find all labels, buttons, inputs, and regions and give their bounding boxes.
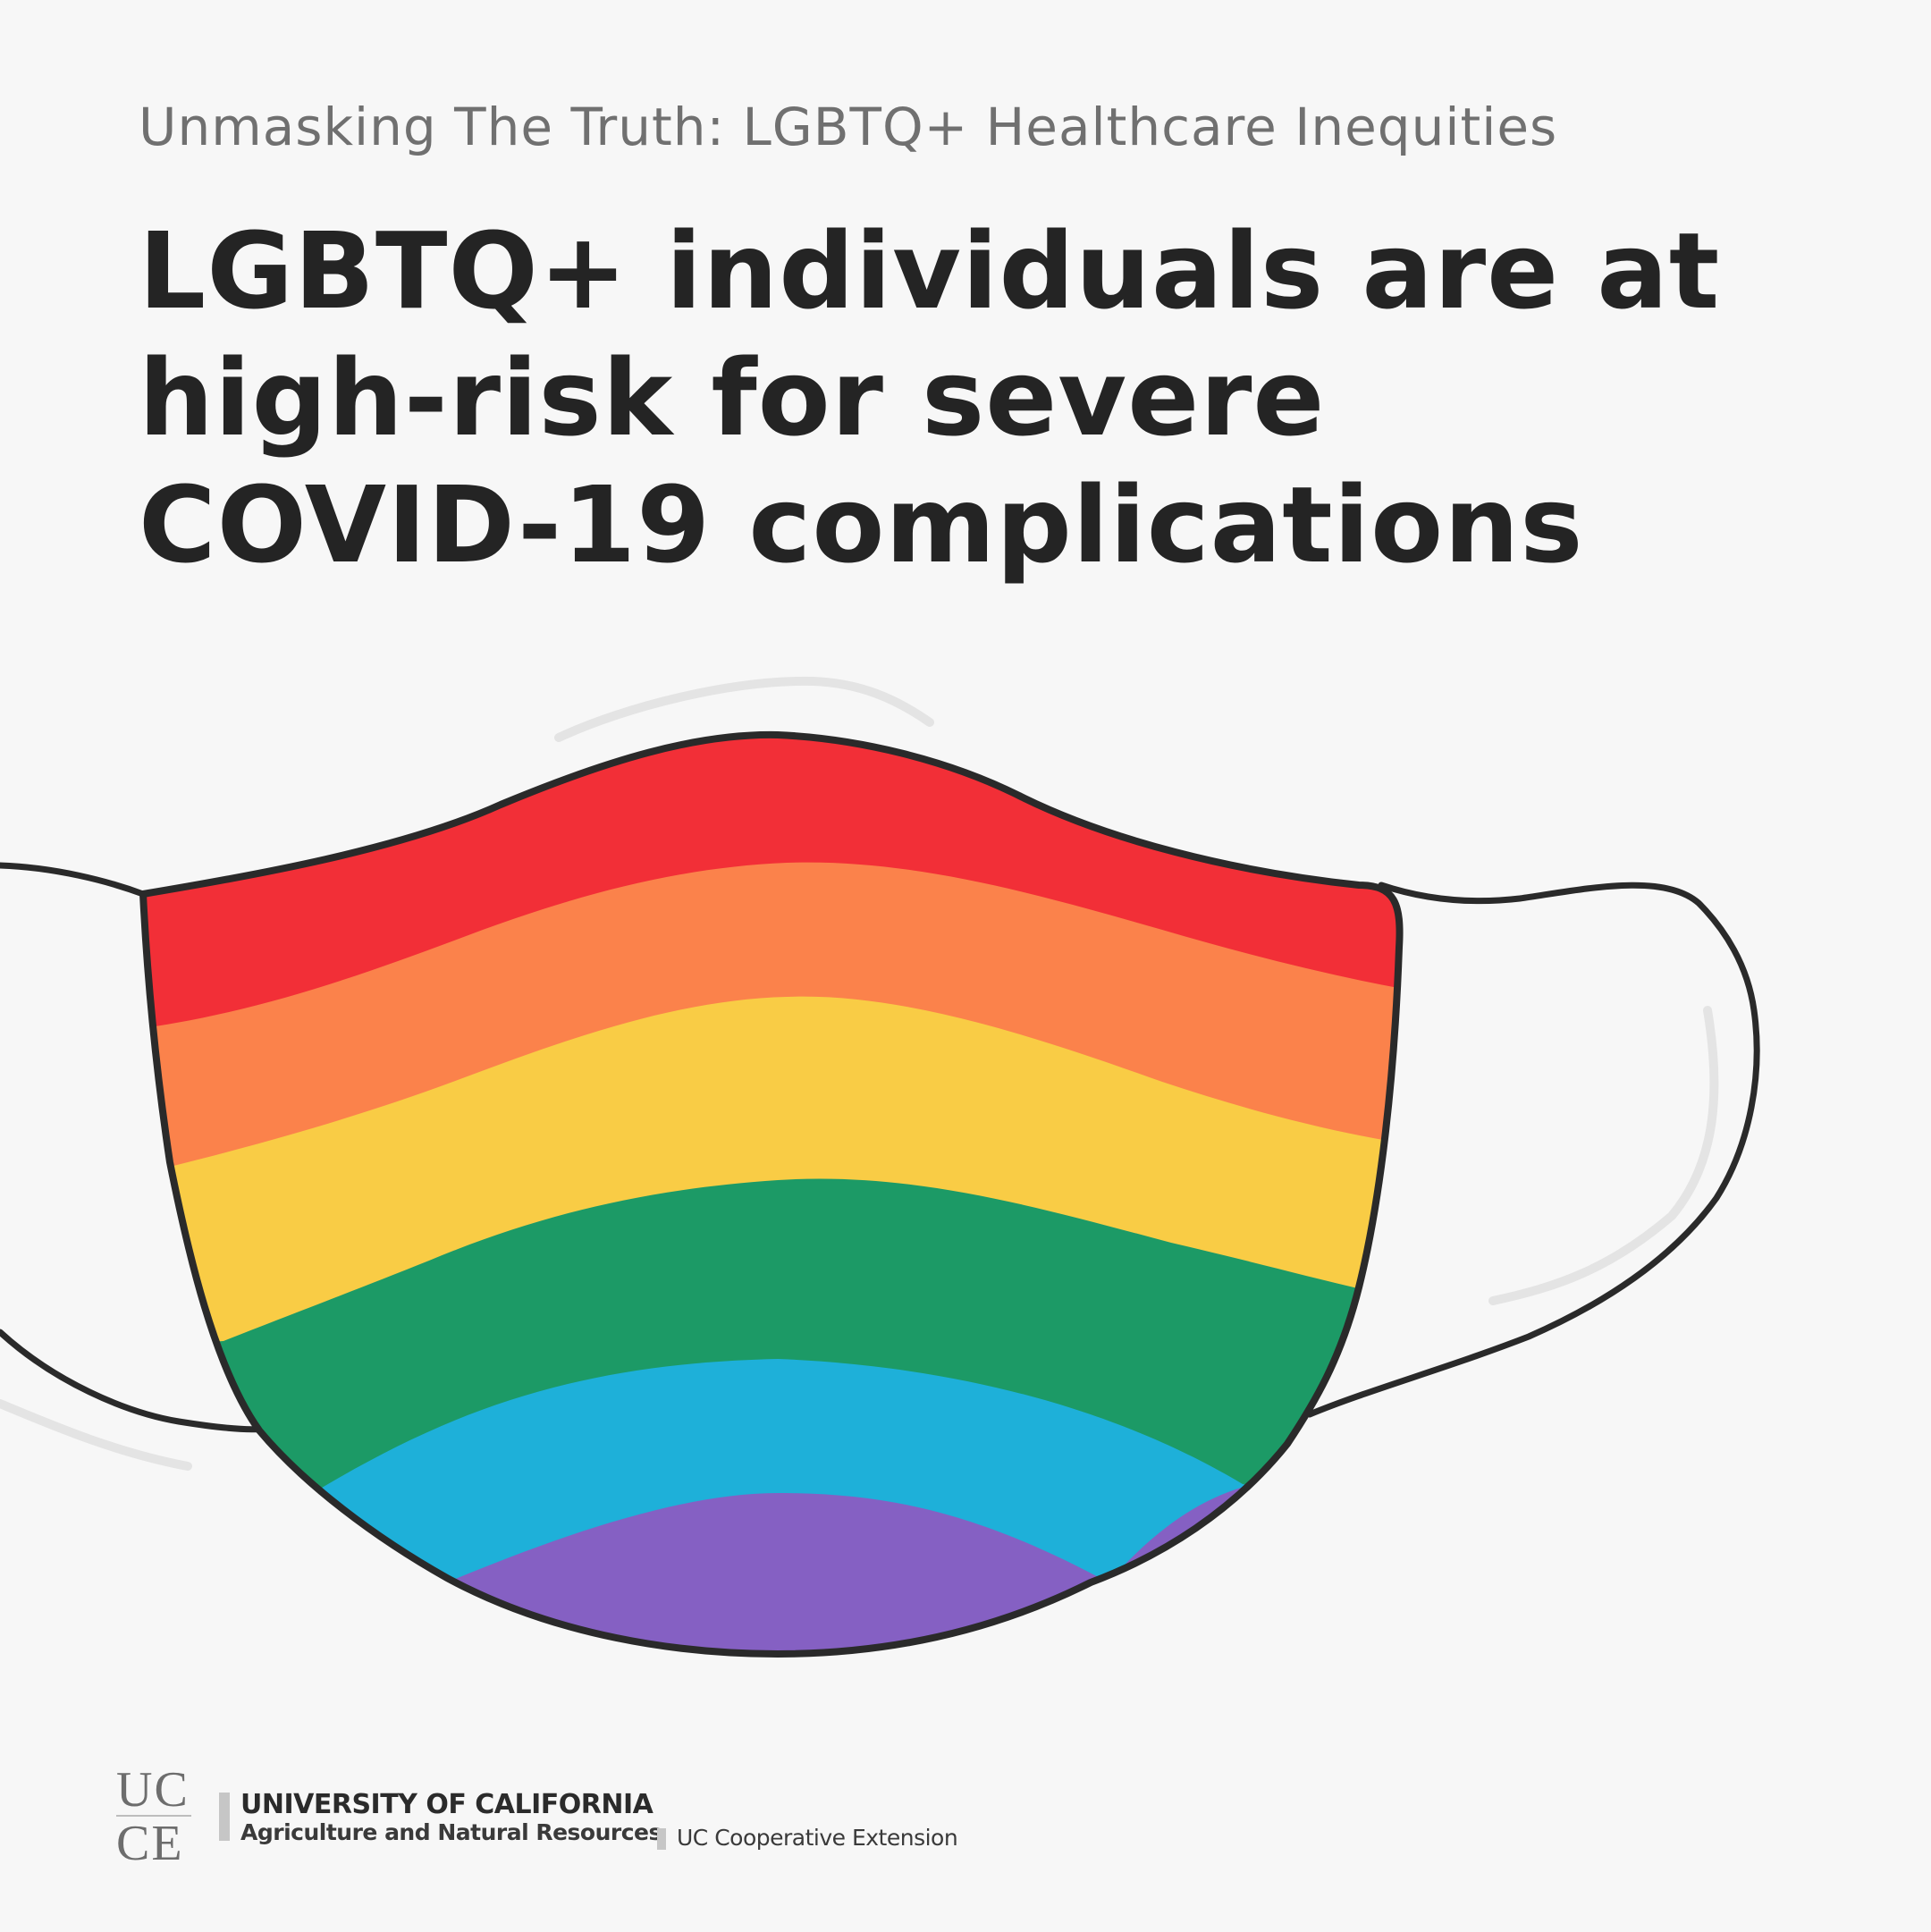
headline-line-1: LGBTQ+ individuals are at (139, 209, 1721, 333)
ucce-logo-top: UC (116, 1762, 190, 1818)
program-separator-bar (657, 1828, 666, 1850)
headline-line-3: COVID-19 complications (139, 463, 1584, 586)
logo-separator-bar (219, 1793, 230, 1841)
subtitle: Unmasking The Truth: LGBTQ+ Healthcare I… (139, 97, 1558, 157)
org-name: UNIVERSITY OF CALIFORNIA (240, 1789, 654, 1820)
ear-loops (0, 862, 1760, 1433)
rainbow-face-mask-icon (0, 676, 1760, 1658)
ucce-logo: UC CE (116, 1762, 195, 1871)
headline-line-2: high-risk for severe (139, 336, 1326, 460)
footer-logos: UC CE UNIVERSITY OF CALIFORNIA Agricultu… (116, 1765, 1010, 1869)
ucce-logo-bottom: CE (116, 1816, 184, 1871)
ucce-logo-divider (116, 1815, 191, 1817)
sketch-strokes (0, 676, 1719, 1471)
mask-outline (139, 730, 1404, 1658)
division-name: Agriculture and Natural Resources (240, 1819, 662, 1845)
program-name: UC Cooperative Extension (677, 1825, 958, 1851)
mask-stripes (143, 734, 1400, 1654)
headline: LGBTQ+ individuals are at high-risk for … (139, 207, 1837, 588)
